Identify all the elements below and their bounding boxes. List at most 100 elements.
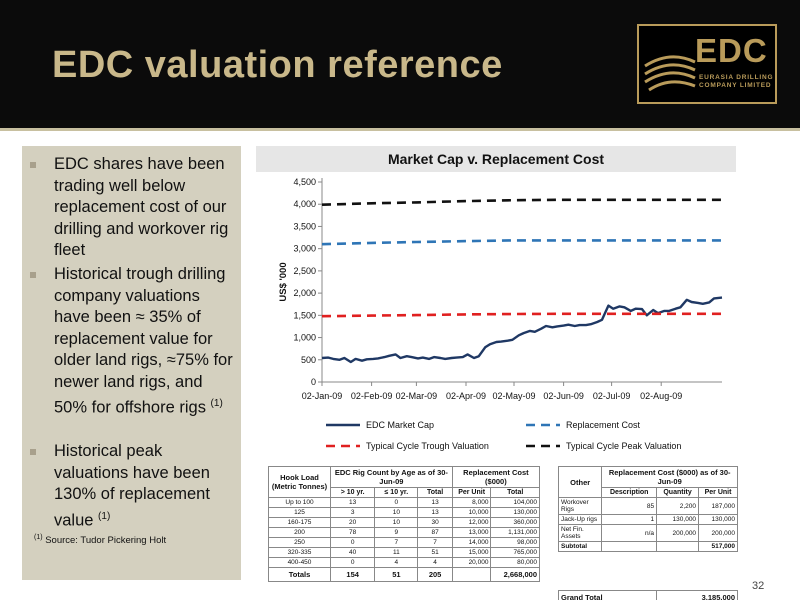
column-header: Per Unit bbox=[698, 487, 738, 498]
table-cell: 360,000 bbox=[490, 517, 540, 528]
table-cell: Totals bbox=[268, 567, 331, 582]
bullet-square-icon bbox=[30, 272, 36, 278]
table-cell: 517,000 bbox=[698, 541, 738, 552]
x-tick-label: 02-Jan-09 bbox=[302, 391, 343, 401]
footnote-ref: (1) bbox=[98, 510, 111, 522]
y-tick-label: 3,500 bbox=[293, 221, 316, 231]
table-row: 160-175 20 10 30 12,000 360,000 bbox=[268, 517, 540, 528]
column-header: ≤ 10 yr. bbox=[374, 487, 419, 498]
footnote-text: Source: Tudor Pickering Holt bbox=[45, 535, 167, 547]
table-cell: 4 bbox=[417, 557, 453, 568]
y-tick-label: 2,500 bbox=[293, 266, 316, 276]
table-cell: 10 bbox=[374, 517, 419, 528]
y-tick-label: 4,500 bbox=[293, 177, 316, 187]
replacement-cost-header: Replacement Cost ($000) bbox=[451, 466, 541, 488]
table-cell: 130,000 bbox=[490, 507, 540, 518]
other-cost-header: Replacement Cost ($000) as of 30-Jun-09 bbox=[601, 466, 738, 488]
table-cell: 765,000 bbox=[490, 547, 540, 558]
y-tick-label: 1,500 bbox=[293, 310, 316, 320]
other-table-body: Workover Rigs 85 2,200 187,000 Jack-Up rigs 1… bbox=[557, 497, 738, 542]
y-tick-label: 4,000 bbox=[293, 199, 316, 209]
table-cell bbox=[656, 541, 700, 552]
series-line-typical-cycle-trough-valuation bbox=[321, 312, 722, 318]
table-cell: 13,000 bbox=[451, 527, 492, 538]
table-cell: 10 bbox=[374, 507, 419, 518]
column-header: Description bbox=[601, 487, 658, 498]
table-cell: n/a bbox=[601, 524, 658, 542]
table-row: Net Fin. Assets n/a 200,000 200,000 bbox=[557, 524, 738, 542]
table-cell: 7 bbox=[374, 537, 419, 548]
y-tick-label: 1,000 bbox=[293, 333, 316, 343]
other-header: Other bbox=[557, 466, 603, 498]
footnote-marker: (1) bbox=[34, 534, 43, 541]
table-cell: 0 bbox=[329, 557, 376, 568]
bullet-item: EDC shares have been trading well below … bbox=[30, 154, 240, 262]
hook-load-header: Hook Load (Metric Tonnes) bbox=[268, 466, 331, 498]
bullet-text: EDC shares have been trading well below … bbox=[54, 155, 229, 259]
subtotal-row: Subtotal 517,000 bbox=[557, 541, 738, 552]
column-header: Total bbox=[490, 487, 540, 498]
x-tick-label: 02-Feb-09 bbox=[351, 391, 393, 401]
table-cell: 78 bbox=[329, 527, 376, 538]
x-tick-label: 02-May-09 bbox=[492, 391, 535, 401]
table-cell: 20,000 bbox=[451, 557, 492, 568]
company-logo: EDC EURASIA DRILLING COMPANY LIMITED bbox=[637, 24, 777, 104]
y-tick-label: 2,000 bbox=[293, 288, 316, 298]
table-row: Up to 100 13 0 13 8,000 104,000 bbox=[268, 497, 540, 508]
table-cell: 15,000 bbox=[451, 547, 492, 558]
column-header: Total bbox=[417, 487, 453, 498]
table-cell: 320-335 bbox=[268, 547, 331, 558]
table-cell: 3 bbox=[329, 507, 376, 518]
table-cell bbox=[601, 541, 658, 552]
table-cell: 1,131,000 bbox=[490, 527, 540, 538]
y-axis-label: US$ '000 bbox=[278, 262, 289, 301]
table-cell: 13 bbox=[417, 507, 453, 518]
column-header: Per Unit bbox=[451, 487, 492, 498]
table-cell: 98,000 bbox=[490, 537, 540, 548]
table-cell: 80,000 bbox=[490, 557, 540, 568]
y-tick-label: 500 bbox=[301, 355, 316, 365]
source-footnote: (1) Source: Tudor Pickering Holt bbox=[34, 534, 166, 546]
table-cell: 200,000 bbox=[656, 524, 700, 542]
bullet-text: Historical peak valuations have been 130… bbox=[54, 442, 210, 529]
chart-panel: Market Cap v. Replacement Cost 0 500 1,000… bbox=[256, 146, 736, 458]
table-row: 250 0 7 7 14,000 98,000 bbox=[268, 537, 540, 548]
table-row: 125 3 10 13 10,000 130,000 bbox=[268, 507, 540, 518]
table-cell: 51 bbox=[417, 547, 453, 558]
legend-label: Typical Cycle Peak Valuation bbox=[566, 441, 681, 451]
table-cell: 2,668,000 bbox=[490, 567, 540, 582]
x-tick-label: 02-Jul-09 bbox=[593, 391, 631, 401]
header-divider bbox=[0, 128, 800, 131]
table-cell: 4 bbox=[374, 557, 419, 568]
x-tick-label: 02-Apr-09 bbox=[446, 391, 486, 401]
chart-title: Market Cap v. Replacement Cost bbox=[387, 151, 605, 167]
table-row: Workover Rigs 85 2,200 187,000 bbox=[557, 497, 738, 515]
spacer-row bbox=[558, 551, 738, 591]
rig-table-body: Up to 100 13 0 13 8,000 104,000 125 3 10 13 10,000… bbox=[268, 497, 540, 568]
bullet-text: Historical trough drilling company valua… bbox=[54, 265, 233, 417]
y-tick-label: 3,000 bbox=[293, 244, 316, 254]
legend-label: Typical Cycle Trough Valuation bbox=[366, 441, 489, 451]
logo-wordmark: EDC bbox=[695, 32, 768, 69]
table-cell: 160-175 bbox=[268, 517, 331, 528]
logo-subtitle-line2: COMPANY LIMITED bbox=[699, 82, 772, 89]
table-cell: 154 bbox=[329, 567, 376, 582]
series-line-edc-market-cap bbox=[321, 296, 723, 364]
y-tick-label: 0 bbox=[311, 377, 316, 387]
table-cell: 200,000 bbox=[698, 524, 738, 542]
table-cell: 400-450 bbox=[268, 557, 331, 568]
chart-title-band bbox=[256, 146, 736, 172]
table-cell: 12,000 bbox=[451, 517, 492, 528]
table-cell: 3,185,000 bbox=[656, 590, 738, 600]
table-cell: 13 bbox=[417, 497, 453, 508]
table-cell: 130,000 bbox=[656, 514, 700, 525]
table-cell: 13 bbox=[329, 497, 376, 508]
table-cell: Up to 100 bbox=[268, 497, 331, 508]
table-cell: Workover Rigs bbox=[557, 497, 603, 515]
drill-swirl-icon bbox=[644, 55, 696, 92]
table-cell bbox=[451, 567, 492, 582]
table-cell: 187,000 bbox=[698, 497, 738, 515]
column-header: > 10 yr. bbox=[329, 487, 376, 498]
table-cell: 11 bbox=[374, 547, 419, 558]
table-cell: 40 bbox=[329, 547, 376, 558]
